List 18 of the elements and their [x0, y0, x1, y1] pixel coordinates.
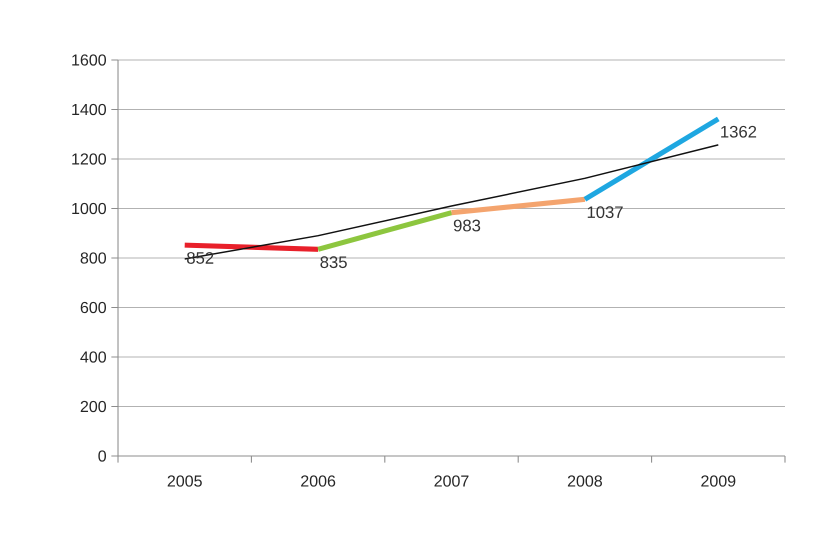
x-tick-label: 2007 — [434, 475, 468, 487]
y-tick-label: 400 — [80, 351, 106, 363]
y-tick-label: 0 — [98, 450, 106, 462]
data-label: 1037 — [588, 206, 623, 218]
y-tick-label: 1200 — [72, 153, 106, 165]
data-label: 1362 — [721, 126, 756, 138]
y-tick-label: 1000 — [72, 202, 106, 214]
data-label: 983 — [454, 220, 480, 232]
x-tick-label: 2008 — [568, 475, 602, 487]
x-tick-label: 2006 — [301, 475, 336, 487]
y-tick-label: 1400 — [72, 104, 106, 116]
y-tick-label: 600 — [80, 302, 106, 314]
x-tick-label: 2005 — [168, 475, 202, 487]
y-tick-label: 800 — [80, 252, 106, 264]
y-tick-label: 200 — [80, 400, 106, 412]
data-label: 835 — [320, 256, 347, 268]
x-tick-label: 2009 — [701, 475, 736, 487]
y-tick-label: 1600 — [72, 54, 106, 66]
